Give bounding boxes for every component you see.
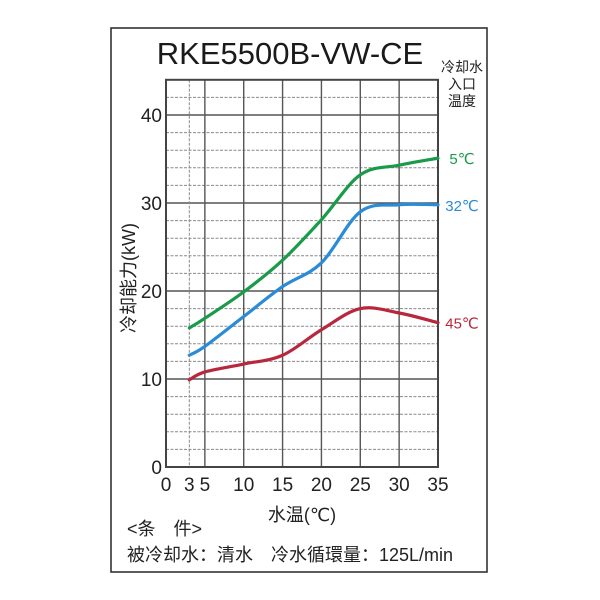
svg-text:温度: 温度 [448,93,476,109]
x-tick-label: 5 [200,475,211,496]
conditions-line: 被冷却水：清水 冷水循環量：125L/min [127,545,453,565]
y-axis-ticks: 0 10 20 30 40 [141,106,162,479]
series-label: 45℃ [445,316,479,333]
plot-area [165,78,439,469]
x-tick-label: 0 [161,475,172,496]
x-tick-label: 20 [311,475,332,496]
y-tick-label: 0 [151,458,162,479]
y-tick-label: 20 [141,282,162,303]
x-axis-label: 水温(℃) [268,505,336,525]
series-label: 5℃ [449,151,474,168]
x-axis-ticks: 0 3 5 10 15 20 25 30 35 [161,475,449,496]
series-label: 32℃ [445,198,479,215]
conditions-header: <条 件> [127,519,202,539]
y-tick-label: 30 [141,194,162,215]
series-line [187,156,440,330]
grid [165,78,439,469]
x-tick-label: 25 [350,475,371,496]
series-line [187,202,440,357]
x-tick-label: 3 [184,475,195,496]
x-tick-label: 30 [389,475,410,496]
x-tick-label: 35 [427,475,448,496]
y-tick-label: 10 [141,370,162,391]
chart-frame [110,27,488,573]
chart-title: RKE5500B-VW-CE [157,36,423,71]
svg-text:冷却水: 冷却水 [441,59,483,75]
svg-text:入口: 入口 [448,76,476,92]
x-tick-label: 15 [272,475,293,496]
legend-title: 冷却水 入口 温度 [441,59,483,109]
y-axis-label: 冷却能力(kW) [119,223,139,333]
series-line [187,306,440,382]
y-tick-label: 40 [141,106,162,127]
x-tick-label: 10 [233,475,254,496]
data-series [187,156,440,382]
series-labels: 5℃ 32℃ 45℃ [445,151,479,333]
